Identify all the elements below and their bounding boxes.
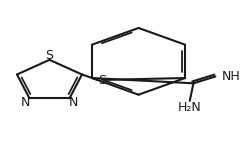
Text: NH: NH (221, 70, 240, 83)
Text: H₂N: H₂N (178, 101, 202, 114)
Text: N: N (21, 96, 31, 109)
Text: S: S (46, 49, 53, 62)
Text: N: N (69, 96, 78, 109)
Text: S: S (98, 74, 106, 87)
